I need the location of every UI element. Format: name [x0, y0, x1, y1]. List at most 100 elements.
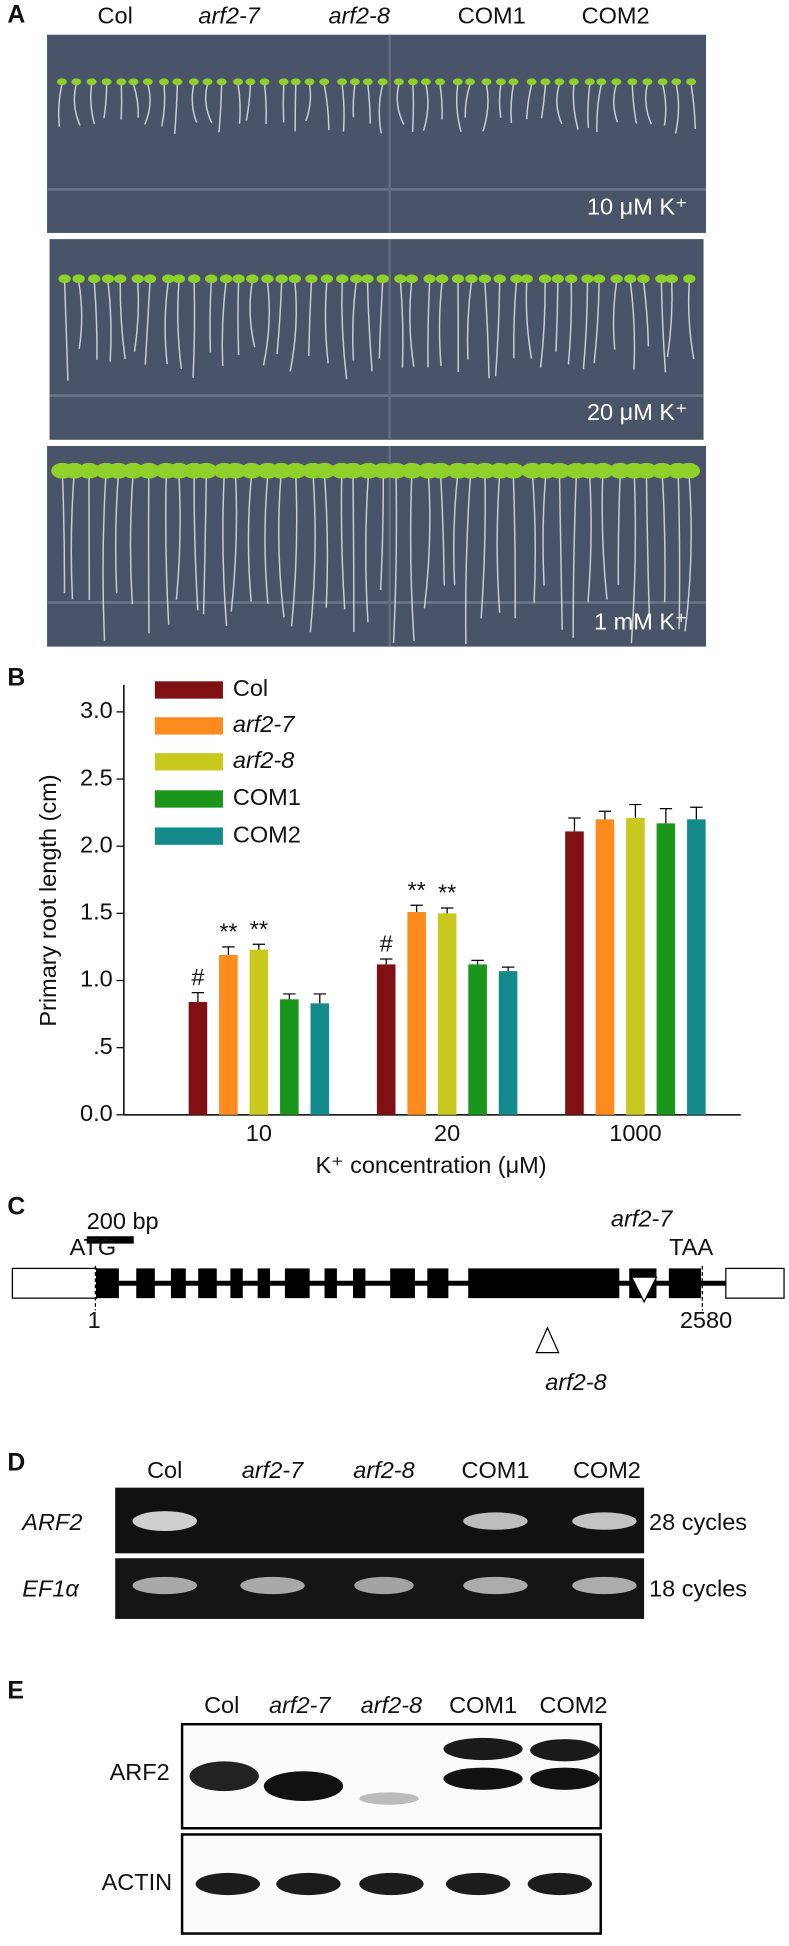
root [409, 473, 415, 642]
root [379, 473, 385, 591]
root [204, 84, 213, 124]
seedling [465, 274, 478, 284]
gel-band [572, 1512, 637, 1530]
root [513, 281, 518, 359]
root [77, 281, 83, 349]
root [539, 281, 546, 368]
error-bar [222, 946, 235, 955]
significance-label: ** [408, 877, 426, 903]
root [221, 281, 227, 367]
seedling [611, 78, 622, 86]
start-codon: ATG [70, 1234, 117, 1260]
cycle-label: 28 cycles [649, 1509, 747, 1535]
root [290, 473, 298, 627]
root [164, 281, 170, 365]
gel-band [132, 1576, 197, 1595]
plate-photo [47, 445, 707, 647]
root [230, 473, 238, 612]
seedling [86, 78, 97, 86]
seedling [275, 274, 288, 284]
error-bar [471, 959, 484, 965]
insertion-marker [535, 1326, 560, 1354]
seedling [205, 274, 218, 284]
root [684, 473, 692, 632]
seedling [451, 274, 465, 284]
blot-band [263, 1771, 344, 1802]
stop-codon: TAA [669, 1234, 713, 1260]
root [587, 84, 591, 128]
lane-label: Col [204, 1692, 239, 1718]
seedling [657, 78, 668, 86]
exon [390, 1268, 415, 1299]
root [144, 281, 151, 365]
condition-label: 1 mM K⁺ [594, 608, 687, 634]
seedling [58, 274, 71, 284]
seedling [520, 274, 533, 284]
blot-band [443, 1767, 523, 1790]
bar-chart: B K⁺ concentration (μM) Primary root len… [7, 664, 741, 1178]
root [161, 84, 166, 127]
root [572, 84, 579, 130]
root [484, 281, 490, 379]
exon [136, 1268, 155, 1299]
blot-band [359, 1872, 424, 1896]
root [237, 84, 241, 124]
root [582, 281, 589, 370]
root [555, 281, 559, 352]
root [466, 281, 473, 360]
seedling [131, 274, 144, 284]
seedling [435, 274, 449, 284]
seedling [122, 462, 145, 479]
root [352, 84, 356, 118]
rt-pcr: D Col arf2-7 arf2-8 COM1 COM2 ARF2 EF1α … [7, 1450, 747, 1619]
error-bar [313, 993, 327, 1004]
root [378, 84, 384, 134]
seedling [584, 78, 595, 86]
root [422, 84, 429, 131]
root [365, 473, 370, 623]
seedling [278, 78, 289, 86]
seedling [592, 274, 606, 284]
y-tick-label: 1.5 [80, 899, 113, 925]
legend-swatch [154, 753, 223, 771]
root [309, 473, 316, 633]
bar [626, 817, 645, 1115]
lane-label: arf2-7 [269, 1692, 331, 1718]
seedling [377, 78, 388, 86]
seedling [349, 78, 360, 86]
root [690, 84, 696, 130]
gene-diagram: C 200 bp ATG 1 TAA 2580 arf2-7 arf2-8 [7, 1193, 785, 1395]
root [567, 281, 573, 365]
seedling [143, 274, 157, 284]
seedling [394, 274, 407, 284]
bar [188, 1001, 208, 1115]
root [165, 473, 170, 625]
root [612, 281, 618, 350]
root [249, 281, 256, 348]
bar [280, 999, 299, 1115]
root [482, 84, 489, 132]
panel-label: D [7, 1450, 25, 1477]
seedling [405, 274, 418, 284]
seedling [554, 78, 565, 86]
protein-label: ARF2 [110, 1759, 170, 1785]
root [237, 281, 240, 355]
lane-label: COM2 [540, 1692, 608, 1718]
legend-swatch [154, 827, 223, 845]
root [464, 84, 471, 118]
root [129, 473, 134, 605]
seedling [88, 274, 101, 284]
seedling [290, 78, 301, 86]
exon [198, 1268, 217, 1299]
root [192, 281, 196, 378]
seedling [159, 78, 169, 86]
y-axis-label: Primary root length (cm) [35, 774, 61, 1026]
root [677, 473, 681, 630]
error-bar [191, 991, 205, 1002]
root [455, 84, 462, 133]
seedling [465, 78, 475, 86]
seedling [288, 274, 302, 284]
error-bar [629, 803, 642, 818]
root [558, 473, 563, 630]
root [289, 281, 297, 372]
